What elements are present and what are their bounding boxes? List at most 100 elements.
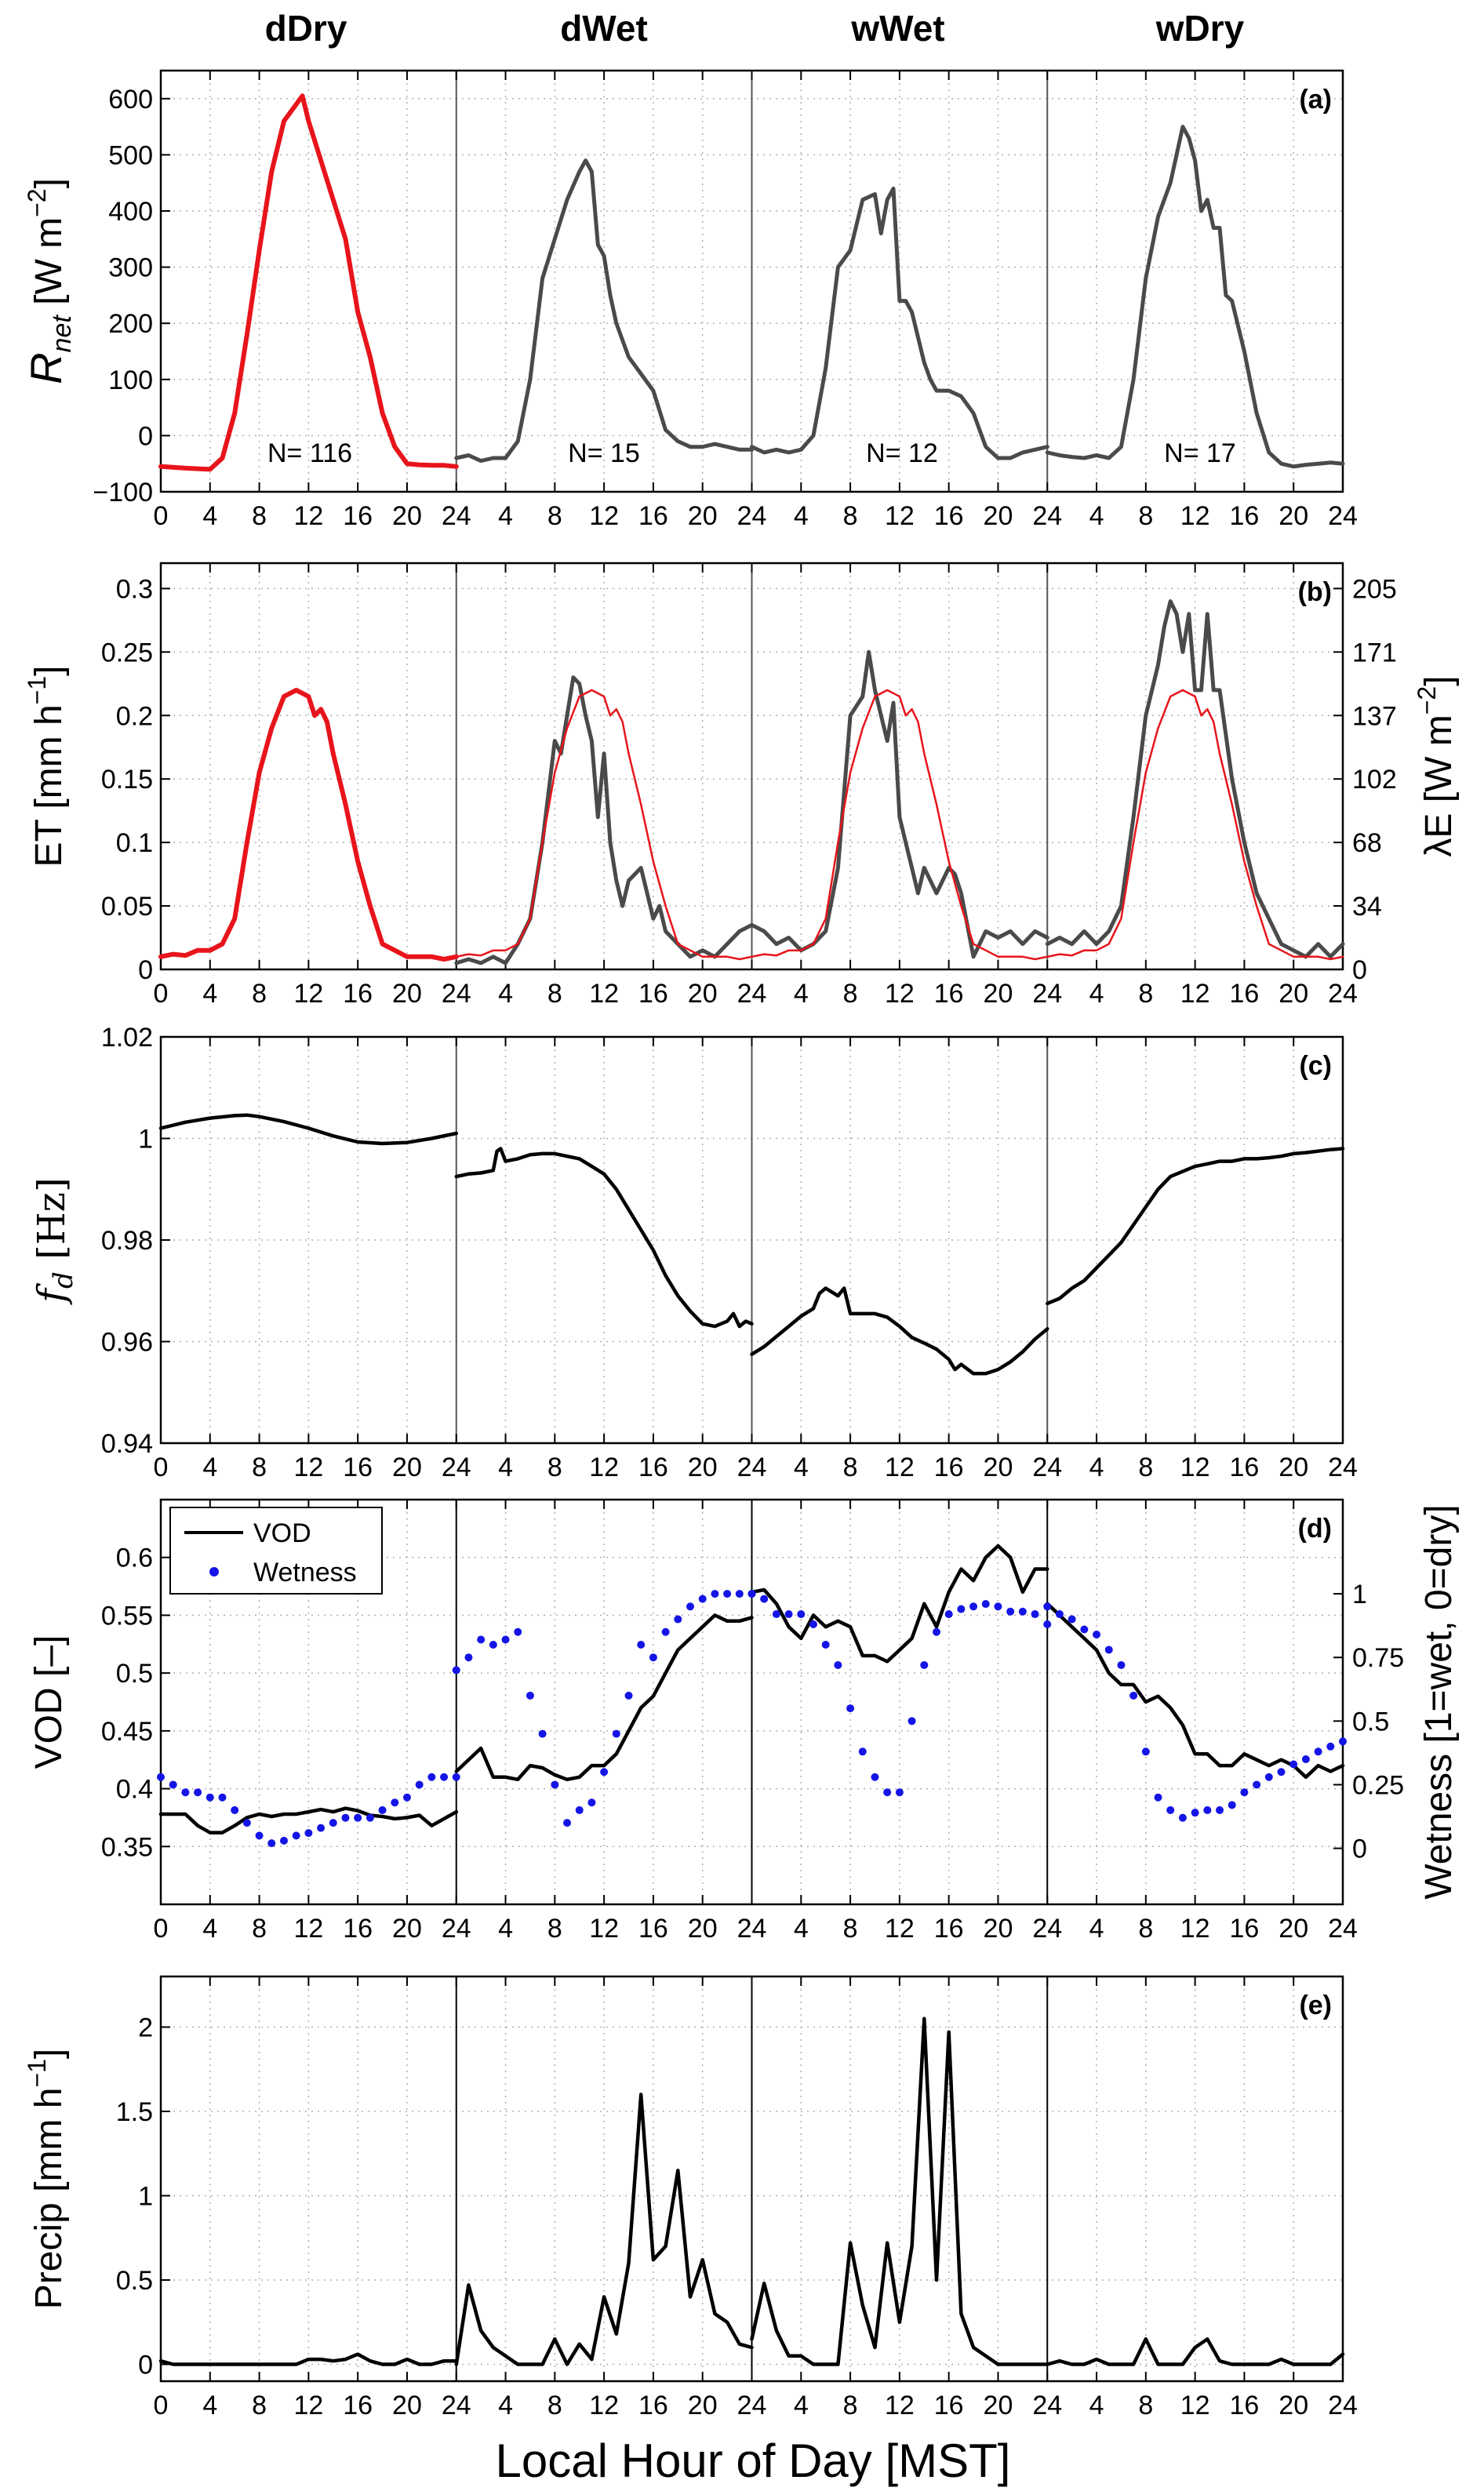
y-tick-label-right: 1 [1352,1580,1367,1609]
wetness-point [489,1640,497,1649]
x-tick-label: 4 [794,1914,809,1944]
wetness-point [760,1595,769,1603]
legend: VOD Wetness [169,1507,383,1595]
x-tick-label: 0 [154,1914,169,1944]
x-tick-label: 4 [1089,2391,1104,2420]
wetness-point [797,1610,806,1619]
wetness-point [1117,1660,1126,1669]
x-tick-label: 24 [442,1453,471,1482]
sample-count-label: N= 17 [1164,438,1236,468]
wetness-point [1006,1607,1015,1616]
y-axis-label-part: −1 [23,676,51,704]
y-tick-label-right: 205 [1352,574,1397,604]
x-tick-label: 16 [1230,979,1260,1009]
x-tick-label: 20 [688,501,718,531]
x-tick-label: 20 [984,2391,1013,2420]
y-axis-label-part: ] [28,2049,70,2059]
x-tick-label: 8 [252,2391,267,2420]
wetness-point [735,1590,744,1598]
x-tick-label: 16 [343,2391,373,2420]
x-tick-label: 8 [547,979,562,1009]
wetness-point [526,1691,534,1700]
wetness-point [957,1605,966,1613]
x-tick-label: 24 [737,2391,767,2420]
reference-line [158,93,459,472]
x-tick-label: 8 [547,1453,562,1482]
x-tick-label: 20 [984,1914,1013,1944]
y-axis: 0 0.5 1 1.5 2 [116,2013,170,2380]
y-axis: 0.35 0.4 0.45 0.5 0.55 0.6 [101,1544,170,1862]
y-tick-label-right: 68 [1352,828,1382,858]
x-tick-label: 20 [688,979,718,1009]
series-line [1046,1147,1345,1306]
y-axis-label-part: −1 [23,2059,51,2087]
x-tick-label: 8 [547,1914,562,1944]
y-tick-label: 0.35 [101,1832,153,1862]
panel-d: 0 4 8 12 16 20 24 4 8 12 16 20 24 4 8 12 16 20 24 4 8 12 16 20 2… [28,1498,1460,1944]
x-tick-label: 8 [843,2391,858,2420]
wetness-point [1166,1806,1175,1814]
x-axis: 0 4 8 12 16 20 24 4 8 12 16 20 24 4 8 12 16 20 24 4 8 12 16 20 2… [154,563,1358,1009]
y-tick-label: 0.96 [101,1328,153,1358]
wetness-point [1154,1793,1162,1802]
x-tick-label: 20 [392,501,422,531]
x-tick-label: 4 [202,1914,217,1944]
x-tick-label: 12 [293,979,323,1009]
wetness-point [267,1839,276,1848]
x-axis: 0 4 8 12 16 20 24 4 8 12 16 20 24 4 8 12 16 20 24 4 8 12 16 20 2… [154,1500,1358,1944]
x-tick-label: 24 [1328,1453,1358,1482]
y-tick-label: 300 [108,253,153,283]
wetness-point [809,1620,817,1629]
wetness-point [1129,1691,1138,1700]
y-axis-label: ET [mm h−1] [23,666,70,867]
y-tick-label-right: 34 [1352,892,1382,922]
x-tick-label: 24 [1032,501,1062,531]
series-group [158,599,1345,965]
x-tick-label: 24 [737,1453,767,1482]
wetness-point [1289,1760,1298,1769]
x-tick-label: 12 [293,1914,323,1944]
y-tick-label: 500 [108,140,153,170]
y-tick-label: 0.98 [101,1226,153,1256]
x-tick-label: 12 [1180,501,1210,531]
y-axis-label-part: net [47,315,77,353]
x-tick-label: 20 [1278,501,1308,531]
x-tick-label: 12 [589,501,619,531]
series-line [1046,2337,1345,2366]
legend-box [169,1507,383,1595]
x-tick-label: 16 [343,1453,373,1482]
wetness-point [231,1806,239,1814]
x-axis: 0 4 8 12 16 20 24 4 8 12 16 20 24 4 8 12 16 20 24 4 8 12 16 20 2… [154,71,1358,531]
x-axis-title: Local Hour of Day [MST] [496,2435,1011,2487]
vod-line [1046,1602,1345,1780]
wetness-point [1080,1625,1089,1634]
x-tick-label: 8 [252,1914,267,1944]
x-tick-label: 4 [1089,1914,1104,1944]
wetness-point [1191,1809,1199,1817]
x-tick-label: 8 [843,501,858,531]
wetness-point [1264,1773,1273,1781]
x-tick-label: 12 [885,1453,915,1482]
reference-line [1046,689,1344,961]
wetness-point [1240,1788,1249,1797]
y-tick-label-right: 0.25 [1352,1770,1404,1800]
wetness-point [994,1602,1002,1611]
y-tick-label: 0 [138,2351,153,2380]
x-tick-label: 20 [392,1914,422,1944]
wetness-point [464,1653,473,1662]
x-tick-label: 24 [737,979,767,1009]
wetness-point [1277,1768,1286,1776]
x-tick-label: 12 [293,501,323,531]
series-line [750,1286,1049,1376]
series-group [158,93,1345,472]
wetness-point [686,1602,695,1611]
wetness-point [1031,1610,1039,1619]
y-axis-label-right-part: ] [1418,675,1460,685]
wetness-point [895,1788,904,1797]
wetness-point [587,1798,596,1807]
wetness-point [181,1788,190,1797]
wetness-point [157,1773,165,1781]
wetness-point [304,1829,313,1838]
x-tick-label: 16 [934,979,964,1009]
wetness-point [871,1773,879,1781]
